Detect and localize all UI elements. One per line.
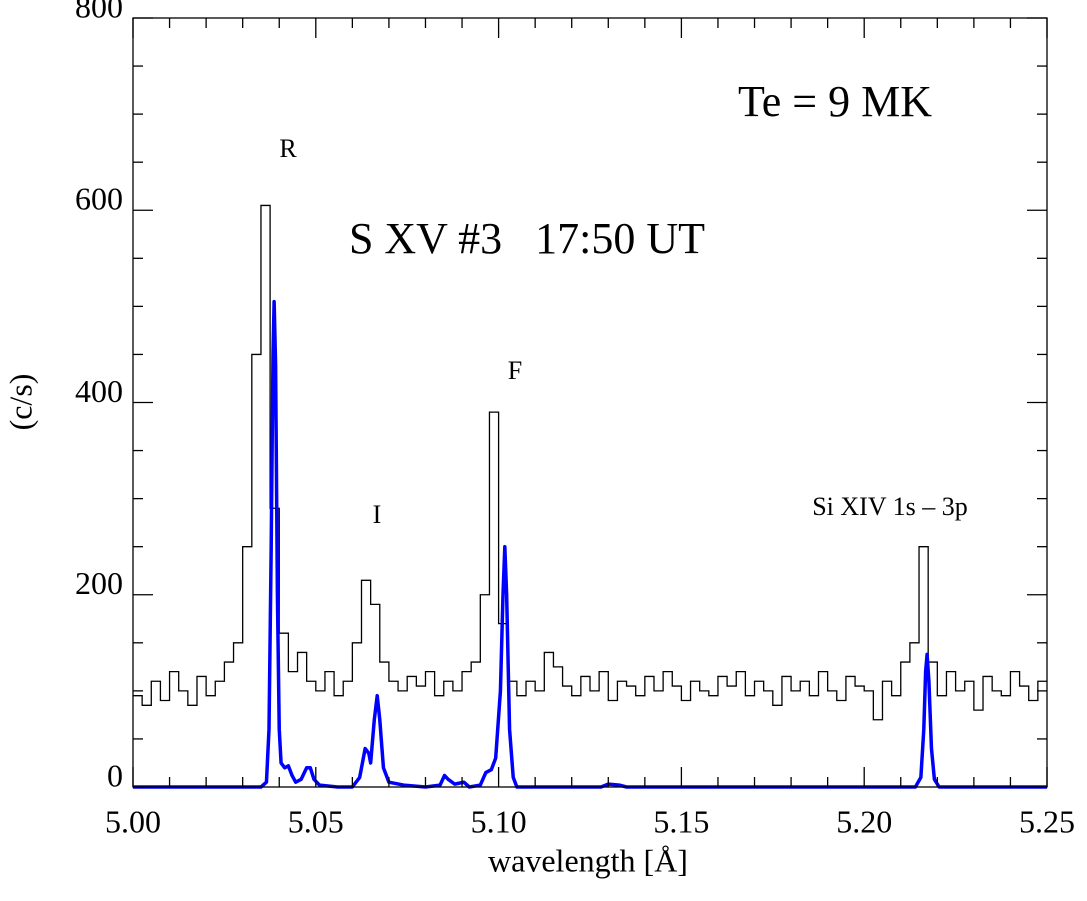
y-tick-label: 400 <box>75 373 123 409</box>
annotation: S XV #3 17:50 UT <box>349 214 705 263</box>
model-line <box>133 299 1047 789</box>
y-tick-label: 200 <box>75 565 123 601</box>
annotation: Te = 9 MK <box>738 77 932 126</box>
annotation: Si XIV 1s – 3p <box>812 492 968 521</box>
annotation: F <box>508 356 522 385</box>
y-tick-label: 800 <box>75 0 123 24</box>
x-tick-label: 5.15 <box>653 803 709 839</box>
y-tick-label: 600 <box>75 181 123 217</box>
x-tick-label: 5.05 <box>288 803 344 839</box>
annotation: R <box>279 134 297 163</box>
x-axis-label: wavelength [Å] <box>488 842 688 878</box>
histogram <box>133 204 1047 721</box>
x-tick-label: 5.10 <box>471 803 527 839</box>
x-tick-label: 5.20 <box>836 803 892 839</box>
annotation: I <box>373 500 382 529</box>
x-tick-label: 5.25 <box>1019 803 1075 839</box>
y-tick-label: 0 <box>107 757 123 793</box>
y-axis-label: (c/s) <box>2 374 38 431</box>
x-tick-label: 5.00 <box>105 803 161 839</box>
